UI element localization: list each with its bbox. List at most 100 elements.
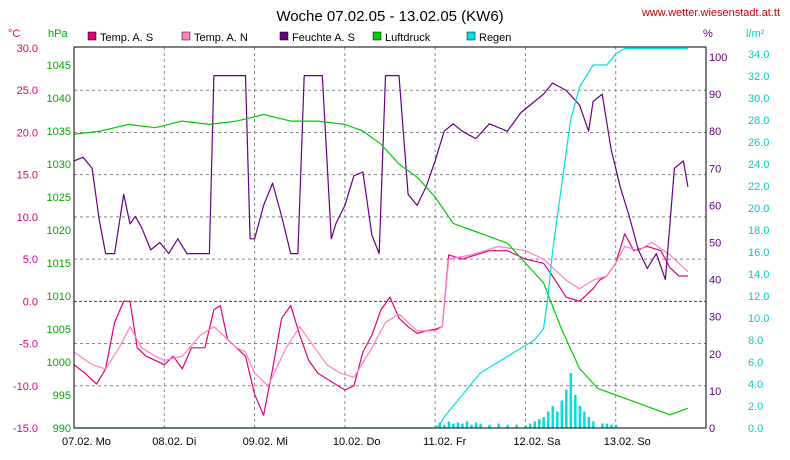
legend: Temp. A. S Temp. A. N Feuchte A. S Luftdruc… [87,31,511,44]
rain-bar [578,406,582,428]
rain-bar [443,424,446,428]
rain-bar [587,417,591,428]
legend-swatch [372,31,382,41]
rain-tick-label: 8.0 [748,335,763,347]
rain-bar [592,421,595,428]
humidity-tick-label: 10 [709,386,721,398]
legend-swatch [466,31,476,41]
rain-bar [583,411,586,428]
rain-tick-label: 16.0 [748,247,769,259]
humidity-tick-label: 40 [709,275,721,287]
pressure-tick-label: 1025 [47,192,71,204]
x-tick-label: 11.02. Fr [423,436,467,448]
legend-swatch [181,31,191,41]
rain-bar [551,406,555,428]
humidity-tick-label: 60 [709,200,721,212]
series-lines [73,47,689,429]
temp-tick-label: 30.0 [17,43,38,55]
legend-label: Regen [479,32,511,44]
rain-bar [474,422,478,428]
rain-tick-label: 12.0 [748,291,769,303]
rain-bar [560,400,564,428]
rain-bar [565,389,568,428]
temp-tick-label: 15.0 [17,170,38,182]
rain-bar [465,421,469,428]
rain-bar [556,411,559,428]
legend-swatch [279,31,289,41]
rain-bar [479,423,482,428]
rain-bar [456,422,460,428]
rain-bar [547,411,550,428]
unit-humidity: % [703,28,713,40]
rain-bar [569,373,573,428]
pressure-tick-label: 1010 [47,291,71,303]
chart-title: Woche 07.02.05 - 13.02.05 (KW6) [276,8,503,25]
legend-label: Temp. A. S [100,32,153,44]
humidity-tick-label: 90 [709,89,721,101]
rain-bar [601,423,604,428]
pressure-tick-label: 1030 [47,159,71,171]
temp-tick-label: 10.0 [17,212,38,224]
temp-tick-label: 0.0 [23,296,38,308]
x-tick-label: 10.02. Do [333,436,381,448]
rain-bar [524,425,527,428]
legend-label: Luftdruck [385,32,431,44]
humidity-tick-label: 50 [709,238,721,250]
pressure-tick-label: 1020 [47,225,71,237]
rain-bar [515,424,518,428]
pressure-tick-label: 1005 [47,324,71,336]
x-tick-label: 13.02. So [604,436,651,448]
pressure-tick-label: 1045 [47,60,71,72]
rain-bar [605,423,609,428]
pressure-tick-label: 995 [53,390,71,402]
rain-bar [461,423,464,428]
series-line-feuchte-a-s [73,74,689,281]
rain-tick-label: 2.0 [748,401,763,413]
series-line-luftdruck [73,113,689,416]
x-tick-label: 07.02. Mo [62,436,111,448]
rain-bar [528,423,532,428]
axis-labels: 30.0 25.0 20.0 15.0 10.0 5.0 0.0 -5.0 -10.0 -15.0… [13,43,770,448]
pressure-tick-label: 1035 [47,126,71,138]
rain-tick-label: 0.0 [748,423,763,435]
rain-tick-label: 6.0 [748,357,763,369]
unit-temp: °C [8,28,20,40]
pressure-tick-label: 1015 [47,258,71,270]
rain-tick-label: 4.0 [748,379,763,391]
unit-rain: l/m² [746,28,765,40]
source-label: www.wetter.wiesenstadt.at.tt [641,7,780,19]
humidity-tick-label: 70 [709,163,721,175]
rain-bars [438,373,618,428]
humidity-tick-label: 80 [709,126,721,138]
rain-bar [470,424,473,428]
plot-frame [73,46,707,429]
grid [74,47,706,428]
legend-swatch [87,31,97,41]
rain-bar [488,424,491,428]
x-tick-label: 08.02. Di [152,436,196,448]
temp-tick-label: 20.0 [17,127,38,139]
series-line-temp-a-s [73,233,688,416]
rain-bar [614,424,618,428]
rain-bar [574,395,577,428]
temp-tick-label: 25.0 [17,85,38,97]
temp-tick-label: -5.0 [19,339,38,351]
unit-pressure: hPa [48,28,68,40]
pressure-tick-label: 1000 [47,357,71,369]
rain-bar [610,424,613,428]
humidity-tick-label: 0 [709,423,715,435]
rain-bar [537,419,541,428]
humidity-tick-label: 100 [709,52,727,64]
series-line-regen [74,47,688,429]
rain-bar [447,421,451,428]
pressure-tick-label: 1040 [47,93,71,105]
rain-bar [542,417,545,428]
rain-bar [497,423,500,428]
rain-tick-label: 22.0 [748,181,769,193]
x-tick-label: 12.02. Sa [513,436,561,448]
temp-tick-label: -10.0 [13,381,38,393]
rain-tick-label: 20.0 [748,203,769,215]
rain-tick-label: 32.0 [748,71,769,83]
rain-bar [506,424,509,428]
